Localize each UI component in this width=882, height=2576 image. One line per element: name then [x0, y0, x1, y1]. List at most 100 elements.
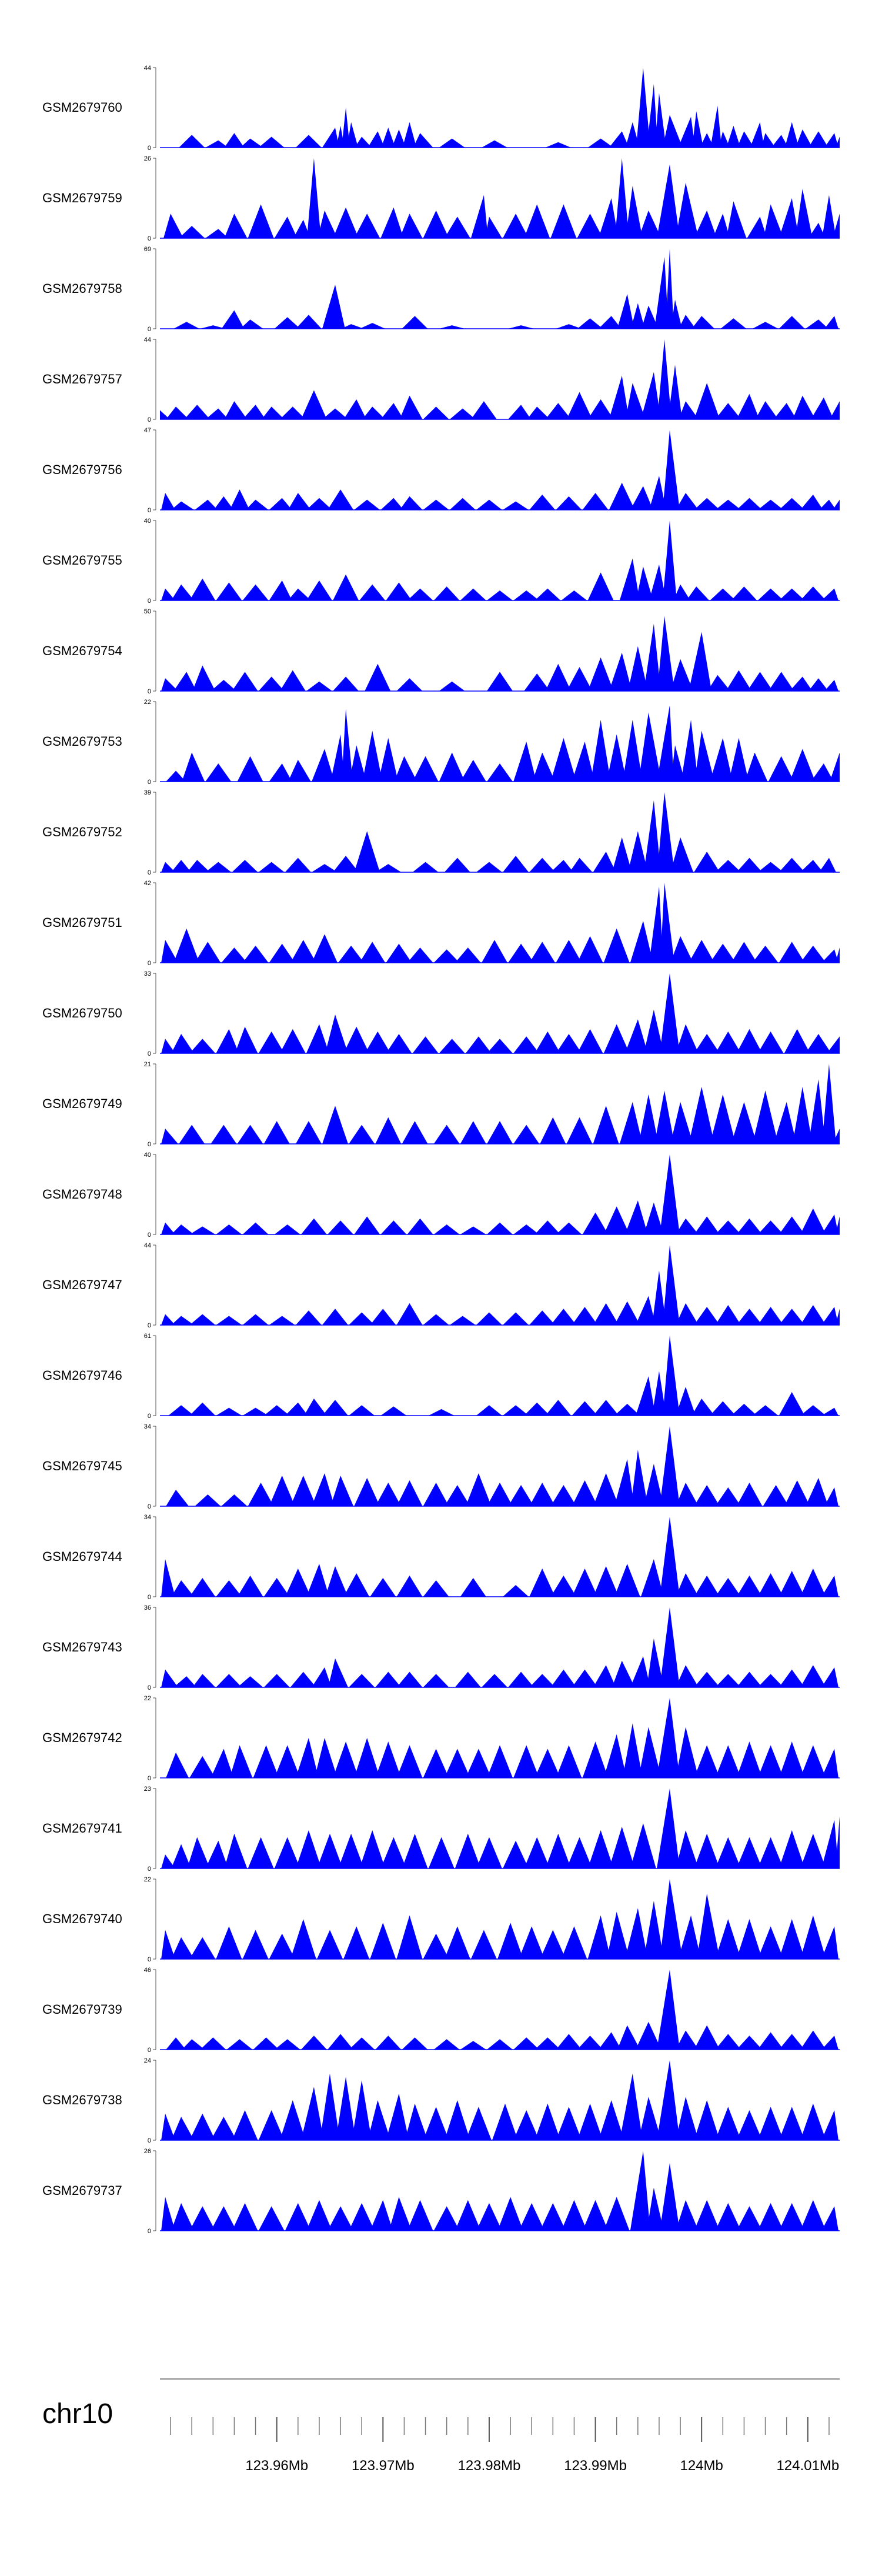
- signal-peak: [423, 1580, 449, 1597]
- signal-peak: [715, 1919, 741, 1959]
- signal-peak: [370, 1923, 396, 1959]
- track-label: GSM2679743: [42, 1640, 122, 1654]
- track-GSM2679738: GSM2679738 24 0: [42, 2057, 840, 2144]
- track-GSM2679742: GSM2679742 22 0: [42, 1695, 840, 1782]
- signal-peak: [258, 862, 285, 872]
- signal-peak: [715, 2203, 741, 2231]
- track-ymax-label: 40: [144, 1152, 151, 1159]
- signal-peak: [710, 943, 736, 963]
- signal-peak: [639, 2097, 662, 2140]
- signal-peak: [341, 324, 364, 329]
- track-ymin-label: 0: [148, 326, 151, 333]
- signal-peak: [824, 133, 838, 148]
- signal-peak: [614, 158, 629, 238]
- signal-peak: [399, 213, 423, 238]
- signal-peak: [757, 862, 784, 872]
- signal-peak: [587, 657, 614, 691]
- chromosome-label: chr10: [42, 2398, 113, 2430]
- track-ymin-label: 0: [148, 1956, 151, 1963]
- signal-peak: [487, 2039, 513, 2050]
- signal-peak: [819, 857, 836, 872]
- signal-peak: [338, 1833, 364, 1868]
- signal-peak: [161, 1930, 175, 1959]
- signal-peak: [229, 1745, 253, 1778]
- signal-peak: [784, 1029, 810, 1053]
- signal-peak: [402, 122, 417, 148]
- signal-peak: [619, 2073, 643, 2140]
- signal-peak: [460, 1121, 486, 1144]
- signal-peak: [224, 1833, 248, 1868]
- signal-peak: [322, 285, 345, 329]
- signal-peak: [189, 1039, 216, 1053]
- signal-peak: [482, 940, 507, 963]
- signal-peak: [240, 138, 263, 148]
- signal-peak: [598, 2100, 624, 2140]
- signal-peak: [466, 2107, 492, 2140]
- signal-peak: [269, 1316, 295, 1325]
- signal-peak: [285, 2203, 311, 2231]
- signal-peak: [676, 1573, 699, 1597]
- signal-peak: [821, 2110, 838, 2140]
- signal-peak: [697, 1893, 720, 1959]
- signal-peak: [800, 1833, 826, 1868]
- signal-peak: [487, 1039, 513, 1053]
- signal-peak: [694, 2025, 720, 2050]
- signal-peak: [757, 2032, 784, 2050]
- track-ymax-label: 22: [144, 1695, 151, 1702]
- signal-peak: [485, 216, 502, 238]
- signal-peak: [508, 1485, 534, 1506]
- signal-peak: [819, 499, 836, 510]
- signal-peak: [269, 1476, 295, 1506]
- signal-peak: [248, 1483, 274, 1506]
- signal-peak: [460, 588, 486, 600]
- signal-peak: [779, 1919, 805, 1959]
- signal-peak: [779, 1309, 805, 1325]
- track-label: GSM2679740: [42, 1911, 122, 1926]
- track-ymax-label: 61: [144, 1333, 151, 1340]
- signal-peak: [258, 2206, 285, 2231]
- signal-peak: [660, 1607, 680, 1687]
- signal-peak: [375, 1117, 402, 1144]
- signal-peak: [784, 122, 799, 148]
- signal-peak: [274, 1745, 300, 1778]
- signal-peak: [325, 1566, 348, 1597]
- signal-peak: [211, 1125, 237, 1144]
- signal-peak: [524, 1837, 550, 1868]
- signal-peak: [279, 2100, 306, 2140]
- track-GSM2679753: GSM2679753 22 0: [42, 699, 840, 786]
- track-GSM2679760: GSM2679760 44 0: [42, 65, 840, 152]
- track-ymax-label: 46: [144, 1967, 151, 1974]
- track-ymin-label: 0: [148, 1594, 151, 1601]
- signal-peak: [527, 406, 550, 419]
- signal-peak: [556, 1222, 582, 1234]
- signal-peak: [508, 325, 534, 329]
- signal-peak: [726, 670, 752, 691]
- signal-peak: [423, 406, 449, 419]
- signal-peak: [647, 1638, 664, 1687]
- signal-peak: [679, 315, 696, 329]
- signal-peak: [413, 133, 433, 148]
- signal-peak: [757, 1307, 784, 1325]
- track-ymin-label: 0: [148, 507, 151, 514]
- signal-peak: [833, 213, 840, 238]
- signal-peak: [258, 1031, 285, 1053]
- signal-peak: [694, 730, 715, 782]
- signal-peak: [747, 672, 773, 691]
- signal-peak: [328, 1658, 348, 1687]
- signal-peak: [736, 2110, 763, 2140]
- signal-peak: [757, 499, 784, 510]
- signal-peak: [375, 1671, 402, 1687]
- signal-peak: [821, 1307, 838, 1325]
- signal-peak: [736, 1837, 763, 1868]
- signal-peak: [375, 1741, 402, 1778]
- signal-peak: [779, 2034, 805, 2050]
- signal-peak: [519, 1926, 545, 1959]
- signal-peak: [365, 1031, 391, 1053]
- signal-peak: [593, 1566, 619, 1597]
- signal-peak: [644, 1009, 664, 1053]
- signal-peak: [800, 2103, 826, 2140]
- signal-peak: [757, 2203, 784, 2231]
- signal-peak: [707, 675, 731, 691]
- signal-peak: [160, 410, 170, 419]
- track-GSM2679745: GSM2679745 34 0: [42, 1423, 840, 1510]
